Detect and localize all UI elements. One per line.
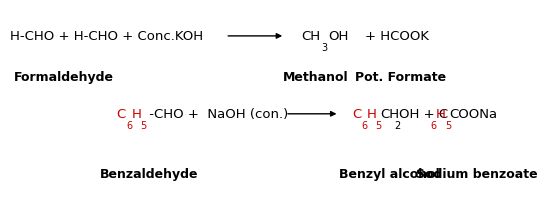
Text: CH: CH (380, 108, 399, 121)
Text: OH: OH (328, 30, 349, 43)
Text: 3: 3 (321, 43, 327, 53)
Text: C: C (117, 108, 126, 121)
Text: Formaldehyde: Formaldehyde (14, 71, 114, 84)
Text: C: C (352, 108, 361, 121)
Text: 6: 6 (431, 121, 437, 130)
Text: CH: CH (301, 30, 320, 43)
Text: H: H (367, 108, 377, 121)
Text: 6: 6 (362, 121, 368, 130)
Text: Pot. Formate: Pot. Formate (355, 71, 446, 84)
Text: COONa: COONa (450, 108, 498, 121)
Text: 5: 5 (140, 121, 147, 130)
Text: Methanol: Methanol (283, 71, 349, 84)
Text: 5: 5 (375, 121, 382, 130)
Text: 5: 5 (445, 121, 451, 130)
Text: H: H (436, 108, 446, 121)
Text: H-CHO + H-CHO + Conc.KOH: H-CHO + H-CHO + Conc.KOH (10, 30, 203, 43)
Text: Benzyl alcohol: Benzyl alcohol (339, 167, 440, 180)
Text: 2: 2 (394, 121, 401, 130)
Text: Benzaldehyde: Benzaldehyde (100, 167, 199, 180)
Text: H: H (132, 108, 142, 121)
Text: -CHO +  NaOH (con.): -CHO + NaOH (con.) (145, 108, 288, 121)
Text: Sodium benzoate: Sodium benzoate (416, 167, 538, 180)
Text: OH + C: OH + C (399, 108, 448, 121)
Text: 6: 6 (127, 121, 132, 130)
Text: + HCOOK: + HCOOK (365, 30, 429, 43)
